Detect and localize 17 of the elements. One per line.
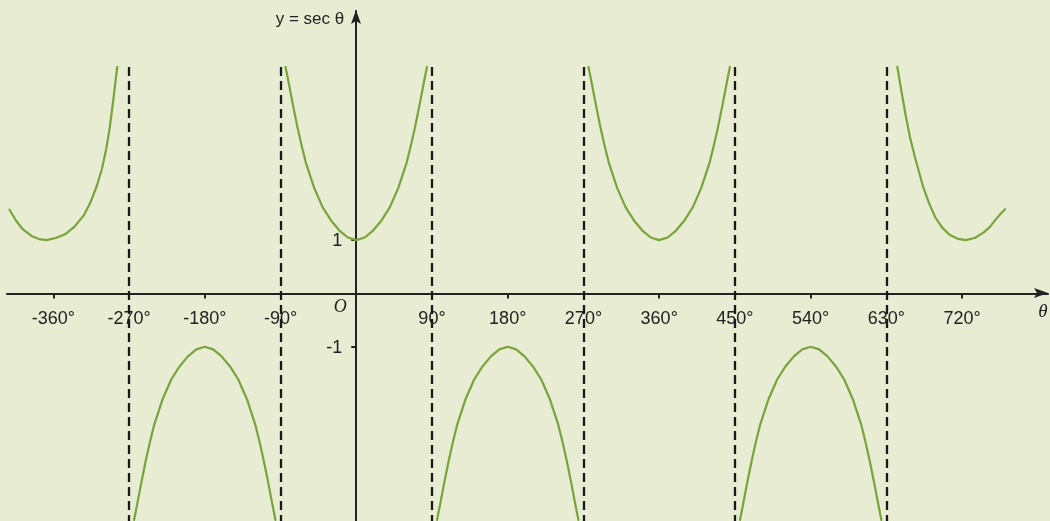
x-tick-label: 270° xyxy=(564,308,603,329)
x-tick-label: -270° xyxy=(107,308,151,329)
x-tick-label: 180° xyxy=(489,308,527,329)
x-tick-label: 90° xyxy=(418,308,446,329)
x-tick-label: 360° xyxy=(640,308,678,329)
y-tick-label: 1 xyxy=(332,230,343,251)
x-tick-label: 630° xyxy=(867,308,906,329)
x-axis-title: θ xyxy=(1038,300,1048,322)
x-tick-label: -360° xyxy=(31,308,75,329)
x-tick-label: 450° xyxy=(716,308,754,329)
y-tick-label: -1 xyxy=(326,336,343,357)
y-axis-title: y = sec θ xyxy=(275,8,345,28)
x-tick-label: -180° xyxy=(183,308,227,329)
annotation: O xyxy=(333,296,347,317)
x-tick-label: -90° xyxy=(263,308,298,329)
x-tick-label: 720° xyxy=(943,308,981,329)
x-tick-label: 540° xyxy=(792,308,830,329)
